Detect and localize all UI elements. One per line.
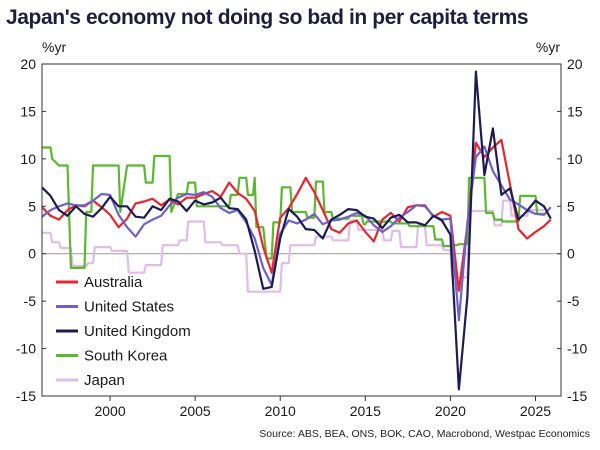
y-tick-label-right: -10 (567, 341, 587, 357)
legend-label-japan: Japan (84, 372, 125, 389)
y-tick-label-right: -15 (567, 388, 587, 404)
y-tick-label-left: 20 (20, 56, 36, 72)
y-tick-label-left: 10 (20, 151, 36, 167)
y-tick-label-right: 20 (567, 56, 583, 72)
y-axis-unit-right: %yr (536, 39, 560, 55)
x-tick-label: 2010 (265, 403, 296, 419)
y-tick-label-right: 15 (567, 103, 583, 119)
legend-label-united-kingdom: United Kingdom (84, 323, 191, 340)
y-axis-unit-left: %yr (42, 39, 66, 55)
source-note: Source: ABS, BEA, ONS, BOK, CAO, Macrobo… (259, 428, 590, 440)
series-line-united-kingdom (41, 70, 552, 391)
x-tick-label: 2005 (180, 403, 211, 419)
y-tick-label-left: -15 (16, 388, 36, 404)
legend: Australia United States United Kingdom Sout… (56, 274, 191, 389)
legend-label-united-states: United States (84, 299, 174, 316)
y-tick-label-right: 10 (567, 151, 583, 167)
x-tick-label: 2025 (520, 403, 551, 419)
y-tick-label-right: -5 (567, 293, 580, 309)
y-tick-label-right: 5 (567, 198, 575, 214)
chart-title: Japan's economy not doing so bad in per … (6, 6, 529, 29)
y-tick-label-left: 0 (28, 246, 36, 262)
y-tick-label-left: 5 (28, 198, 36, 214)
legend-label-south-korea: South Korea (84, 348, 168, 365)
x-tick-label: 2015 (350, 403, 381, 419)
y-tick-label-left: -5 (24, 293, 37, 309)
y-tick-label-left: -10 (16, 341, 36, 357)
y-tick-label-left: 15 (20, 103, 36, 119)
plot-frame (41, 63, 562, 397)
series-line-united-states (41, 145, 552, 322)
x-tick-label: 2000 (94, 403, 125, 419)
y-tick-label-right: 0 (567, 246, 575, 262)
x-tick-label: 2020 (435, 403, 466, 419)
legend-label-australia: Australia (84, 274, 143, 291)
series-lines (41, 70, 552, 391)
